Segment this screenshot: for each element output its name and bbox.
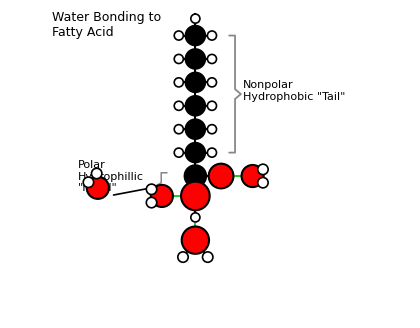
Circle shape [174,125,184,134]
Circle shape [174,148,184,157]
Text: Water Bonding to
Fatty Acid: Water Bonding to Fatty Acid [52,11,161,39]
Circle shape [178,252,188,262]
Circle shape [258,164,268,174]
Circle shape [258,177,268,188]
Circle shape [207,54,216,64]
Circle shape [186,96,205,115]
Circle shape [146,197,157,208]
Circle shape [207,125,216,134]
Circle shape [207,148,216,157]
Circle shape [92,168,102,179]
Circle shape [186,26,205,45]
Circle shape [83,177,94,188]
Circle shape [146,184,157,195]
Circle shape [241,165,264,187]
Circle shape [174,78,184,87]
Circle shape [174,54,184,64]
Circle shape [191,14,200,23]
Circle shape [186,119,205,139]
Circle shape [174,31,184,40]
Circle shape [186,49,205,69]
Circle shape [207,78,216,87]
Circle shape [207,101,216,110]
Circle shape [87,177,109,199]
Circle shape [209,164,234,188]
Circle shape [207,31,216,40]
Circle shape [174,101,184,110]
Circle shape [186,72,205,92]
Circle shape [185,165,206,187]
Circle shape [191,213,200,222]
Circle shape [186,143,205,162]
Text: Polar
Hydrophillic
"Head": Polar Hydrophillic "Head" [78,160,144,193]
Text: Nonpolar
Hydrophobic "Tail": Nonpolar Hydrophobic "Tail" [243,80,345,102]
Circle shape [151,185,173,207]
Circle shape [182,227,209,254]
Circle shape [202,252,213,262]
Circle shape [181,182,210,210]
